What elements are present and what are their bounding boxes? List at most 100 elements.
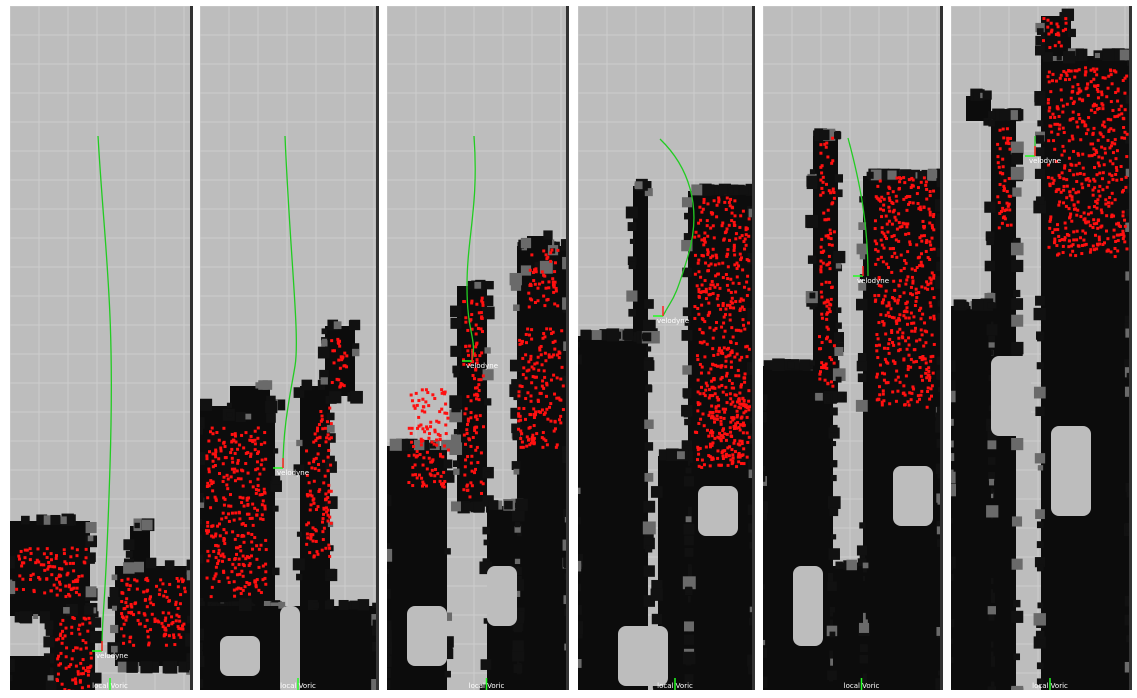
- scan-point: [695, 431, 699, 435]
- obstacle-edge: [43, 636, 55, 648]
- obstacle-edge: [857, 352, 867, 362]
- scan-point: [471, 348, 475, 352]
- scan-point: [1113, 198, 1117, 202]
- scan-point: [544, 394, 548, 398]
- scan-point: [827, 236, 831, 240]
- obstacle-edge: [684, 418, 691, 426]
- obstacle-edge: [990, 302, 997, 309]
- scan-point: [742, 404, 746, 408]
- obstacle-edge: [828, 548, 840, 560]
- obstacle-edge: [956, 692, 966, 698]
- obstacle-edge: [1106, 694, 1111, 698]
- scan-point: [1094, 199, 1098, 203]
- scan-point: [747, 259, 751, 263]
- scan-point: [21, 588, 25, 592]
- scan-point: [728, 426, 732, 430]
- scan-point: [1097, 155, 1101, 159]
- scan-point: [133, 578, 137, 582]
- scan-point: [997, 165, 1001, 169]
- obstacle-edge: [321, 328, 328, 335]
- scan-point: [338, 344, 342, 348]
- scan-point: [829, 232, 833, 236]
- scan-point: [264, 562, 268, 566]
- scan-point: [47, 560, 51, 564]
- scan-point: [229, 504, 233, 508]
- scan-point: [722, 427, 726, 431]
- scan-point: [538, 410, 542, 414]
- obstacle-edge: [805, 214, 819, 228]
- scan-point: [1084, 66, 1088, 70]
- obstacle-edge: [1002, 691, 1014, 698]
- obstacle-edge: [292, 558, 305, 571]
- obstacle-edge: [39, 693, 48, 698]
- scan-point: [124, 618, 128, 622]
- obstacle-edge: [935, 276, 940, 289]
- scan-point: [720, 364, 724, 368]
- scan-point: [917, 207, 921, 211]
- obstacle-edge: [482, 526, 491, 535]
- scan-point: [78, 623, 82, 627]
- obstacle-edge: [684, 445, 691, 451]
- scan-point: [1049, 215, 1053, 219]
- scan-point: [878, 385, 882, 389]
- scan-point: [172, 636, 176, 640]
- obstacle-edge: [186, 566, 190, 575]
- scan-point: [222, 503, 226, 507]
- scan-point: [879, 284, 883, 288]
- obstacle-edge: [1125, 692, 1134, 698]
- scan-point: [37, 560, 41, 564]
- obstacle-edge: [1066, 691, 1079, 698]
- scan-point: [237, 557, 241, 561]
- obstacle-edge: [748, 523, 752, 533]
- obstacle-edge: [200, 492, 204, 503]
- scan-point: [415, 454, 419, 458]
- scan-point: [1047, 109, 1051, 113]
- scan-point: [1046, 163, 1050, 167]
- scan-point: [418, 452, 422, 456]
- scan-point: [730, 211, 734, 215]
- obstacle-edge: [763, 647, 768, 658]
- obstacle-edge: [443, 692, 453, 698]
- scan-point: [1064, 226, 1068, 230]
- obstacle-edge: [200, 651, 204, 660]
- scan-point: [161, 625, 165, 629]
- scan-point: [1123, 218, 1127, 222]
- obstacle-edge: [969, 694, 974, 698]
- obstacle-edge: [296, 573, 303, 581]
- scan-point: [693, 253, 697, 257]
- scan-point: [724, 359, 728, 363]
- scan-point: [209, 595, 213, 599]
- obstacle-edge: [725, 692, 735, 698]
- scan-point: [517, 406, 521, 410]
- obstacle-edge: [1012, 237, 1021, 246]
- obstacle-edge: [739, 691, 750, 698]
- scan-point: [925, 238, 929, 242]
- scan-point: [726, 463, 730, 467]
- scan-point: [254, 583, 258, 587]
- scan-point: [1098, 242, 1102, 246]
- scan-point: [264, 570, 268, 574]
- panel-divider: [376, 6, 379, 690]
- obstacle-edge: [684, 320, 691, 326]
- obstacle-edge: [463, 502, 472, 511]
- scan-point: [231, 562, 235, 566]
- scan-point: [1070, 163, 1074, 167]
- scan-point: [214, 450, 218, 454]
- scan-point: [42, 563, 46, 567]
- scan-point: [733, 253, 737, 257]
- scan-point: [239, 549, 243, 553]
- obstacle-edge: [473, 501, 485, 513]
- scan-point: [820, 316, 824, 320]
- scan-point: [1100, 177, 1104, 181]
- scan-point: [825, 325, 829, 329]
- scan-point: [1077, 68, 1081, 72]
- scan-point: [77, 574, 81, 578]
- scan-point: [820, 361, 824, 365]
- obstacle-edge: [553, 691, 565, 698]
- scan-point: [725, 393, 729, 397]
- scan-point: [81, 672, 85, 676]
- obstacle-edge: [268, 691, 279, 698]
- scan-point: [831, 136, 835, 140]
